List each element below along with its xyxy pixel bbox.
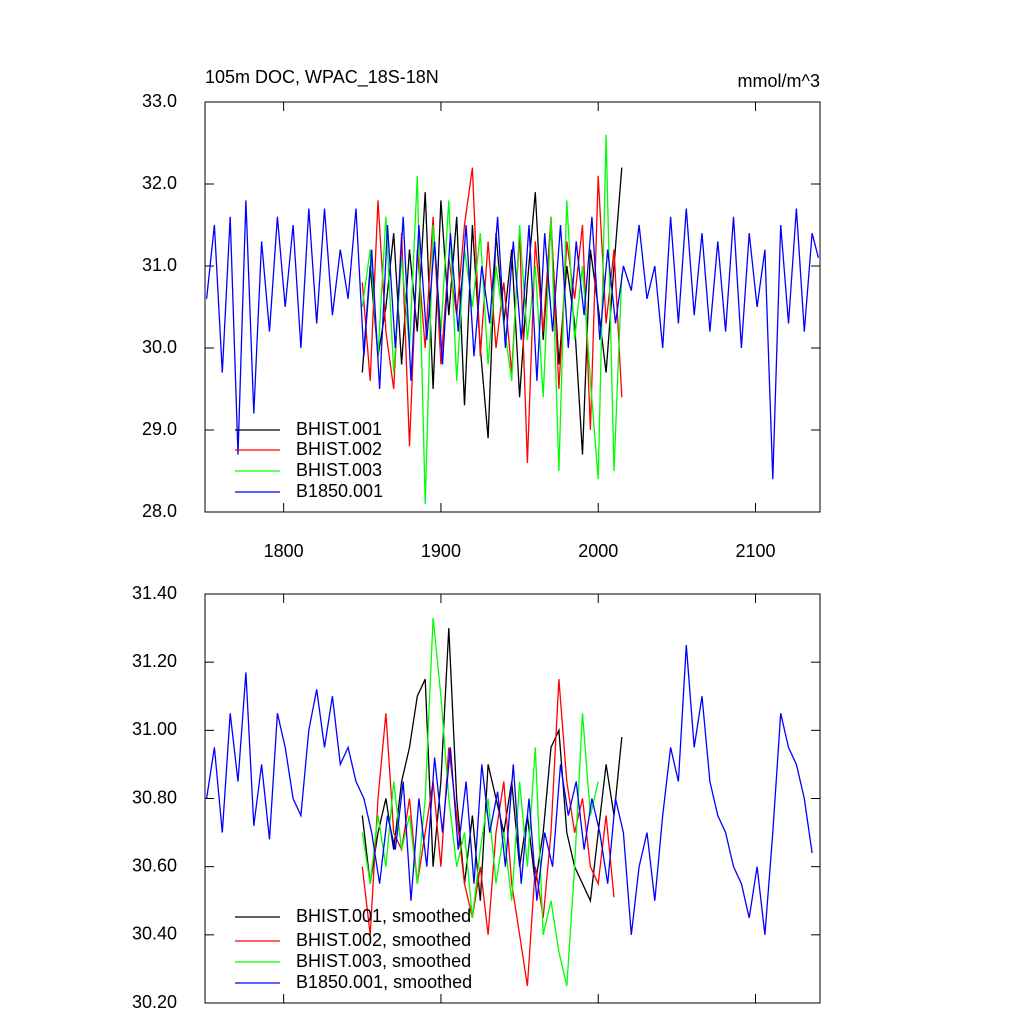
y-tick-label: 30.20 [132,992,177,1012]
legend-label: BHIST.002, smoothed [296,930,471,950]
y-tick-label: 31.20 [132,651,177,671]
legend-label: B1850.001 [296,481,383,501]
series-line [361,679,615,987]
y-tick-label: 29.0 [142,419,177,439]
y-tick-label: 33.0 [142,91,177,111]
series-line [205,645,813,935]
legend-label: BHIST.003, smoothed [296,951,471,971]
y-tick-label: 32.0 [142,173,177,193]
y-tick-label: 30.80 [132,787,177,807]
series-line [205,200,820,480]
y-tick-label: 31.00 [132,719,177,739]
units-label: mmol/m^3 [738,71,820,91]
y-tick-label: 31.40 [132,583,177,603]
y-tick-label: 31.0 [142,255,177,275]
x-tick-label: 2000 [578,541,618,561]
x-tick-label: 1800 [264,541,304,561]
legend-label: BHIST.002 [296,439,382,459]
plot-frame [204,101,821,513]
legend-label: BHIST.001 [296,419,382,439]
legend-label: BHIST.003 [296,460,382,480]
x-tick-label: 1900 [421,541,461,561]
series-line [361,628,623,904]
y-tick-label: 28.0 [142,501,177,521]
legend-label: B1850.001, smoothed [296,972,472,992]
x-tick-label: 2100 [735,541,775,561]
series-line [361,617,599,987]
y-tick-label: 30.40 [132,924,177,944]
legend-label: BHIST.001, smoothed [296,906,471,926]
series-line [361,134,623,504]
y-tick-label: 30.60 [132,855,177,875]
chart-title: 105m DOC, WPAC_18S-18N [205,67,439,88]
y-tick-label: 30.0 [142,337,177,357]
